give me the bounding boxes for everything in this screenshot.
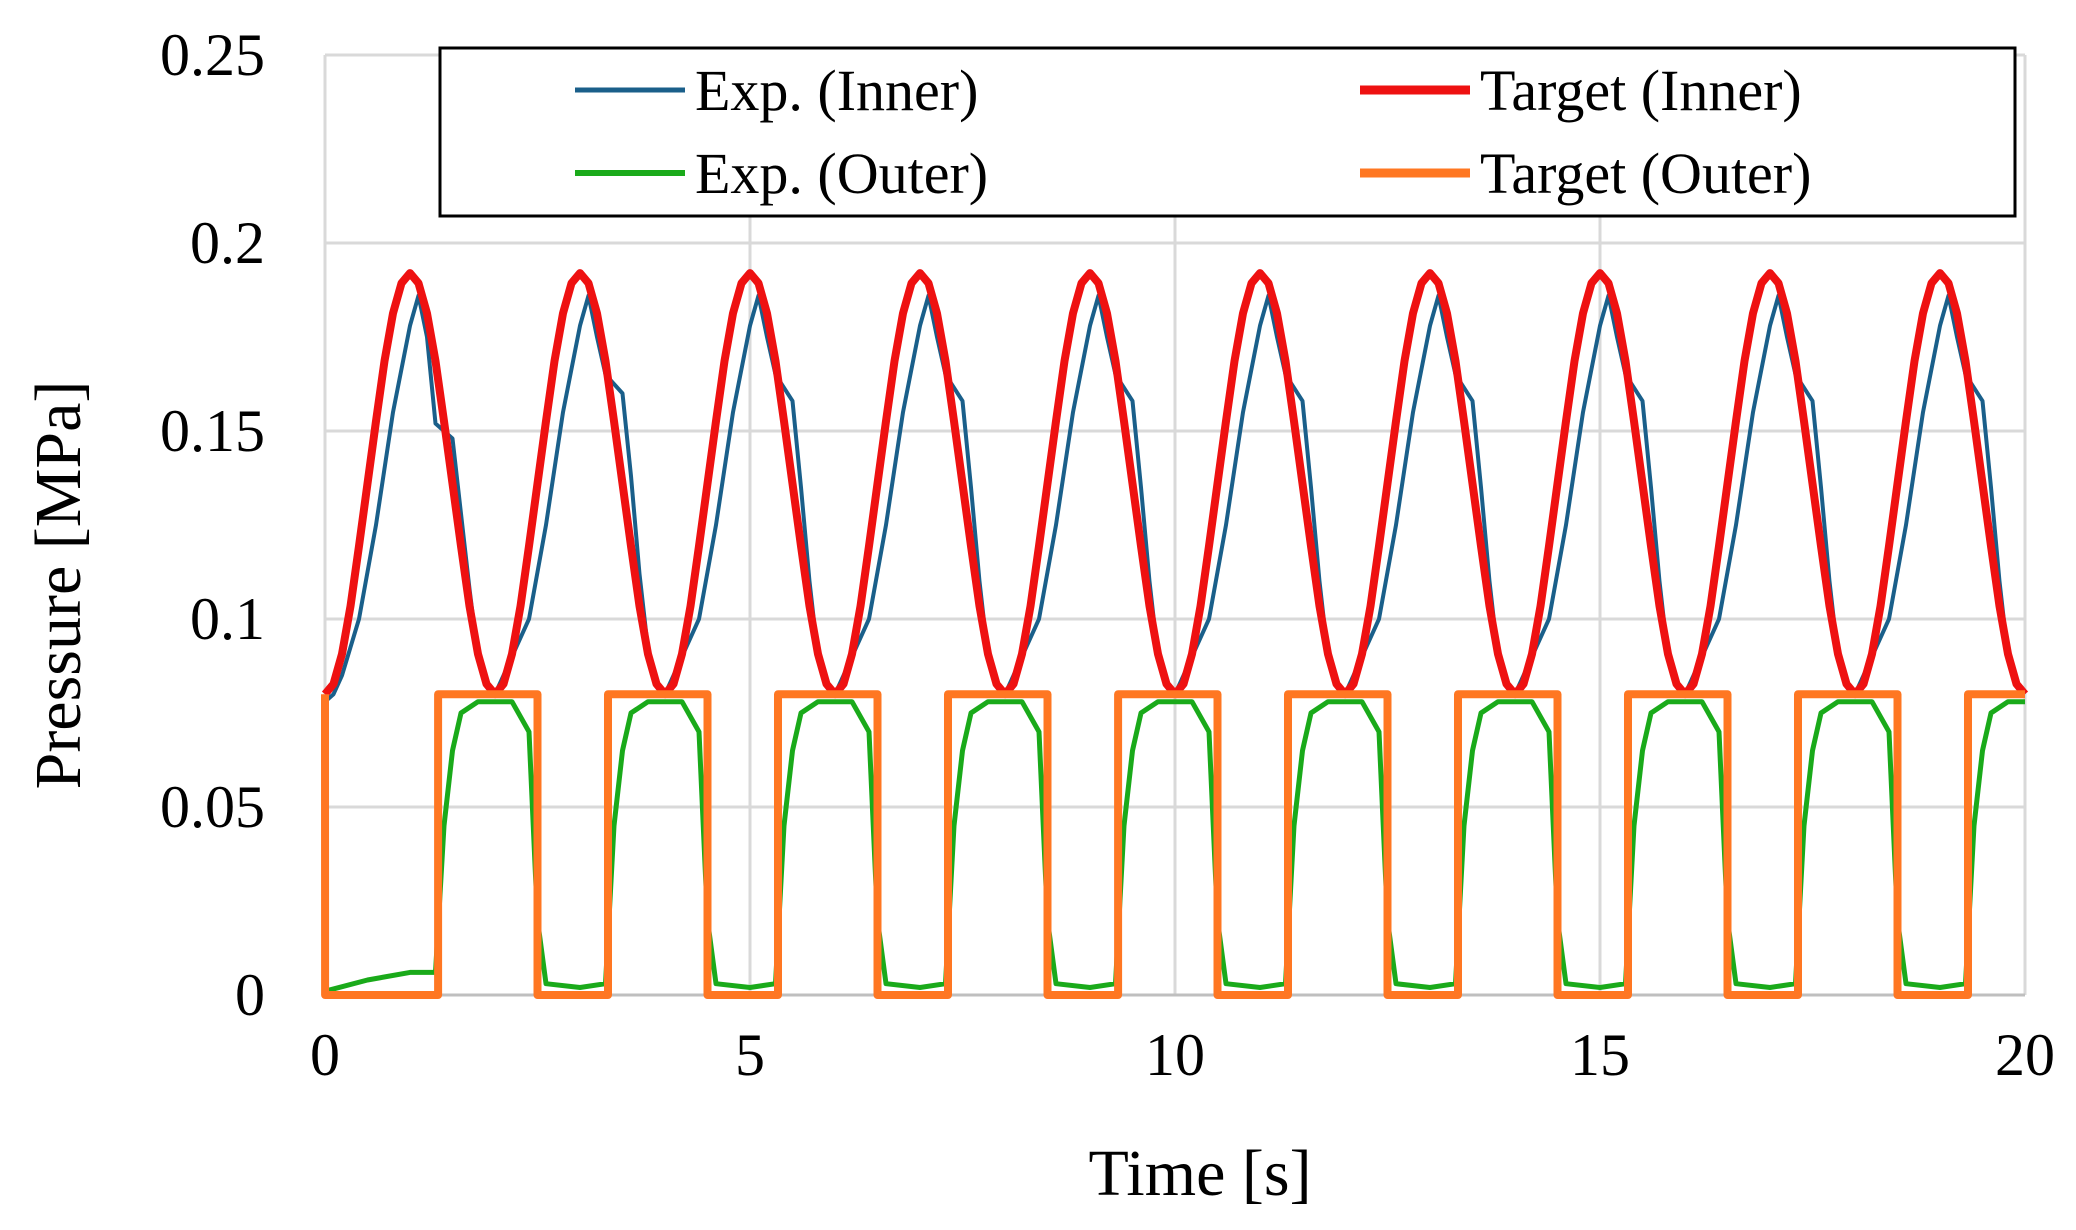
legend: Exp. (Inner) Target (Inner) Exp. (Outer) Ta… (438, 46, 2017, 218)
series-lines (321, 269, 2029, 999)
y-tick-label: 0.1 (190, 586, 265, 652)
y-tick-label: 0.25 (160, 22, 265, 88)
series-line-exp-outer (324, 699, 2025, 994)
x-axis-label: Time [s] (1088, 1137, 1311, 1210)
tick-labels: 0 0.05 0.1 0.15 0.2 0.25 0 5 10 15 20 (160, 22, 2055, 1088)
x-tick-label: 0 (310, 1022, 340, 1088)
x-tick-label: 15 (1570, 1022, 1630, 1088)
y-tick-label: 0.15 (160, 398, 265, 464)
x-tick-label: 10 (1145, 1022, 1205, 1088)
y-tick-label: 0.2 (190, 210, 265, 276)
legend-label: Exp. (Outer) (695, 141, 988, 206)
y-tick-label: 0.05 (160, 774, 265, 840)
legend-box (438, 46, 2017, 218)
legend-label: Target (Inner) (1480, 58, 1802, 123)
legend-label: Exp. (Inner) (695, 58, 978, 123)
series-line-target-outer (321, 690, 2025, 999)
x-tick-label: 20 (1995, 1022, 2055, 1088)
x-tick-label: 5 (735, 1022, 765, 1088)
y-axis-label: Pressure [MPa] (22, 381, 95, 790)
y-tick-label: 0 (235, 962, 265, 1028)
legend-label: Target (Outer) (1480, 141, 1811, 206)
